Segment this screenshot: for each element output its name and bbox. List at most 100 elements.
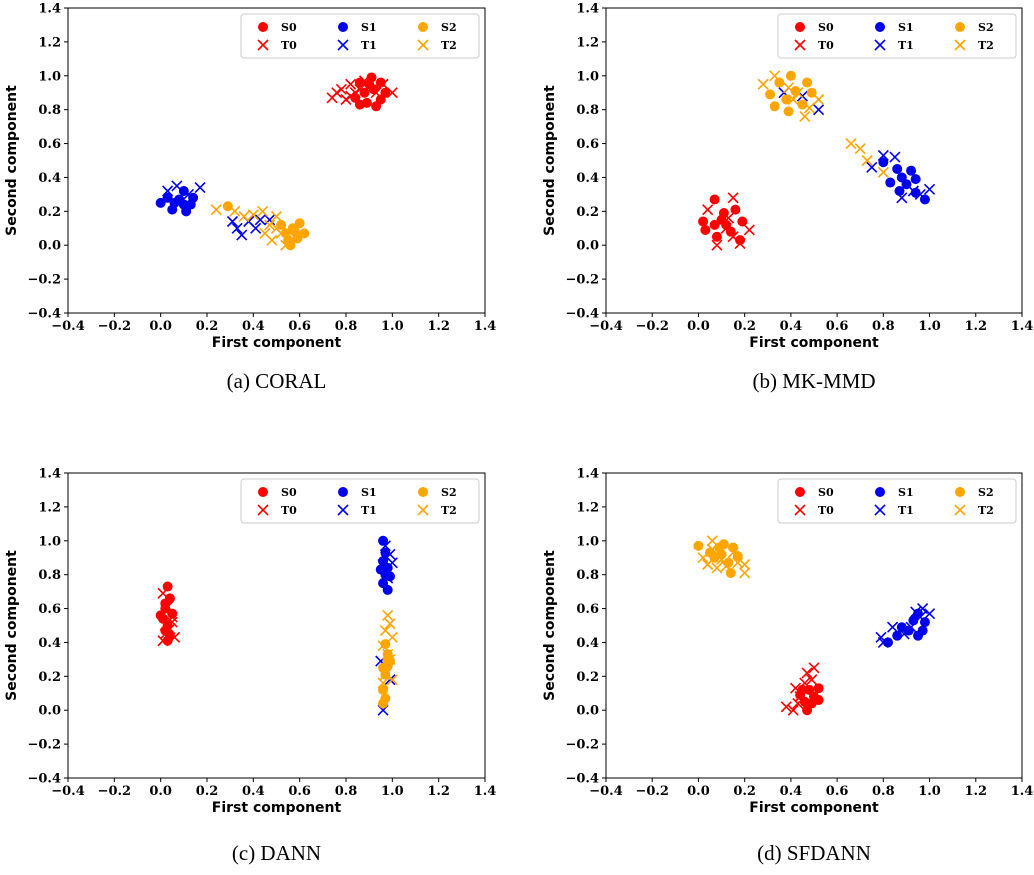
point-T0: [794, 691, 806, 703]
legend-marker-S0: [795, 22, 805, 32]
x-tick-label: 0.6: [288, 784, 311, 799]
point-T1: [866, 161, 878, 173]
legend-marker-T0: [794, 39, 806, 51]
point-T0: [377, 78, 389, 90]
legend-label-T1: T1: [361, 504, 377, 517]
legend: S0 T0 S1 T1 S2 T2: [240, 13, 480, 59]
point-T2: [877, 166, 889, 178]
panel-caption: (b) MK-MMD: [752, 369, 875, 393]
legend-marker-S0: [258, 22, 268, 32]
point-T1: [877, 636, 889, 649]
point-S2: [718, 539, 729, 550]
point-S2: [781, 94, 792, 105]
legend-marker-T1: [874, 504, 886, 516]
legend-label-S2: S2: [441, 486, 457, 499]
x-tick-label: 0.2: [196, 784, 219, 799]
point-T1: [813, 104, 825, 116]
point-T0: [159, 628, 171, 640]
point-T2: [238, 210, 250, 222]
x-axis-label: First component: [212, 800, 342, 816]
legend-label-S0: S0: [281, 486, 297, 499]
point-S2: [802, 77, 813, 88]
point-T2: [379, 669, 391, 681]
x-tick-label: 1.2: [427, 319, 450, 334]
point-T1: [917, 602, 929, 615]
y-tick-label: 0.6: [576, 602, 599, 617]
point-T2: [757, 78, 769, 90]
legend-marker-T0: [257, 39, 269, 51]
point-S2: [774, 77, 785, 88]
y-tick-label: 0.8: [38, 568, 61, 583]
point-S2: [765, 89, 776, 100]
legend-marker-T1: [337, 39, 349, 51]
point-T2: [711, 562, 723, 574]
point-T1: [923, 183, 936, 195]
point-S2: [785, 70, 796, 81]
legend-label-S1: S1: [898, 486, 914, 499]
point-S1: [155, 197, 166, 208]
point-T2: [247, 209, 259, 221]
point-T2: [732, 557, 744, 569]
point-T2: [787, 93, 799, 106]
x-tick-label: 0.0: [687, 319, 710, 334]
x-tick-label: 1.4: [1011, 784, 1034, 799]
point-S2: [378, 698, 389, 709]
legend-label-S1: S1: [361, 486, 377, 499]
point-S1: [178, 186, 189, 196]
x-tick-label: −0.2: [98, 784, 132, 799]
y-tick-label: 0.8: [576, 103, 599, 118]
point-T2: [270, 210, 283, 222]
point-S2: [693, 540, 704, 551]
point-T2: [739, 558, 751, 571]
plot-frame: [605, 7, 1023, 314]
point-T1: [386, 557, 398, 569]
y-tick-label: 0.2: [576, 205, 599, 220]
point-T1: [877, 149, 889, 161]
point-T1: [896, 192, 908, 204]
point-S0: [735, 235, 746, 246]
y-tick-label: 0.0: [576, 239, 599, 254]
plot-frame: [67, 7, 486, 314]
legend-marker-T2: [954, 504, 966, 516]
x-tick-label: 0.8: [872, 319, 895, 334]
legend-label-T1: T1: [361, 39, 377, 52]
point-T2: [210, 204, 222, 216]
point-T0: [808, 662, 820, 674]
point-T2: [384, 653, 396, 665]
point-T2: [266, 234, 278, 246]
x-tick-label: −0.2: [98, 319, 132, 334]
x-tick-label: 0.2: [733, 319, 756, 334]
y-tick-label: 0.8: [38, 103, 61, 118]
x-tick-label: 1.2: [964, 784, 987, 799]
point-T2: [727, 547, 739, 559]
point-T2: [854, 143, 866, 155]
legend: S0 T0 S1 T1 S2 T2: [777, 478, 1017, 524]
legend-marker-T2: [417, 504, 429, 516]
y-tick-label: −0.4: [565, 772, 599, 787]
y-tick-label: 0.4: [38, 171, 61, 186]
y-tick-label: 0.4: [576, 171, 599, 186]
y-tick-label: 1.0: [38, 69, 61, 84]
point-T0: [734, 237, 746, 250]
y-tick-label: 1.2: [38, 500, 61, 515]
point-S0: [737, 216, 748, 227]
point-T1: [377, 558, 389, 571]
y-tick-label: −0.4: [27, 772, 61, 787]
x-tick-label: 0.0: [687, 784, 710, 799]
legend-marker-S1: [875, 487, 885, 497]
y-tick-label: 1.0: [576, 534, 599, 549]
legend-marker-T0: [257, 504, 269, 516]
point-S2: [732, 551, 743, 562]
y-tick-label: −0.2: [565, 738, 599, 753]
x-tick-label: 1.4: [474, 319, 497, 334]
x-tick-label: −0.4: [589, 319, 623, 334]
point-T1: [194, 182, 206, 194]
y-tick-label: −0.4: [565, 307, 599, 322]
point-T0: [157, 587, 169, 599]
x-tick-label: 0.2: [733, 784, 756, 799]
point-S2: [728, 542, 739, 553]
point-T2: [792, 87, 804, 99]
point-S1: [885, 177, 896, 188]
point-S1: [917, 625, 928, 636]
legend-label-T0: T0: [281, 504, 297, 517]
